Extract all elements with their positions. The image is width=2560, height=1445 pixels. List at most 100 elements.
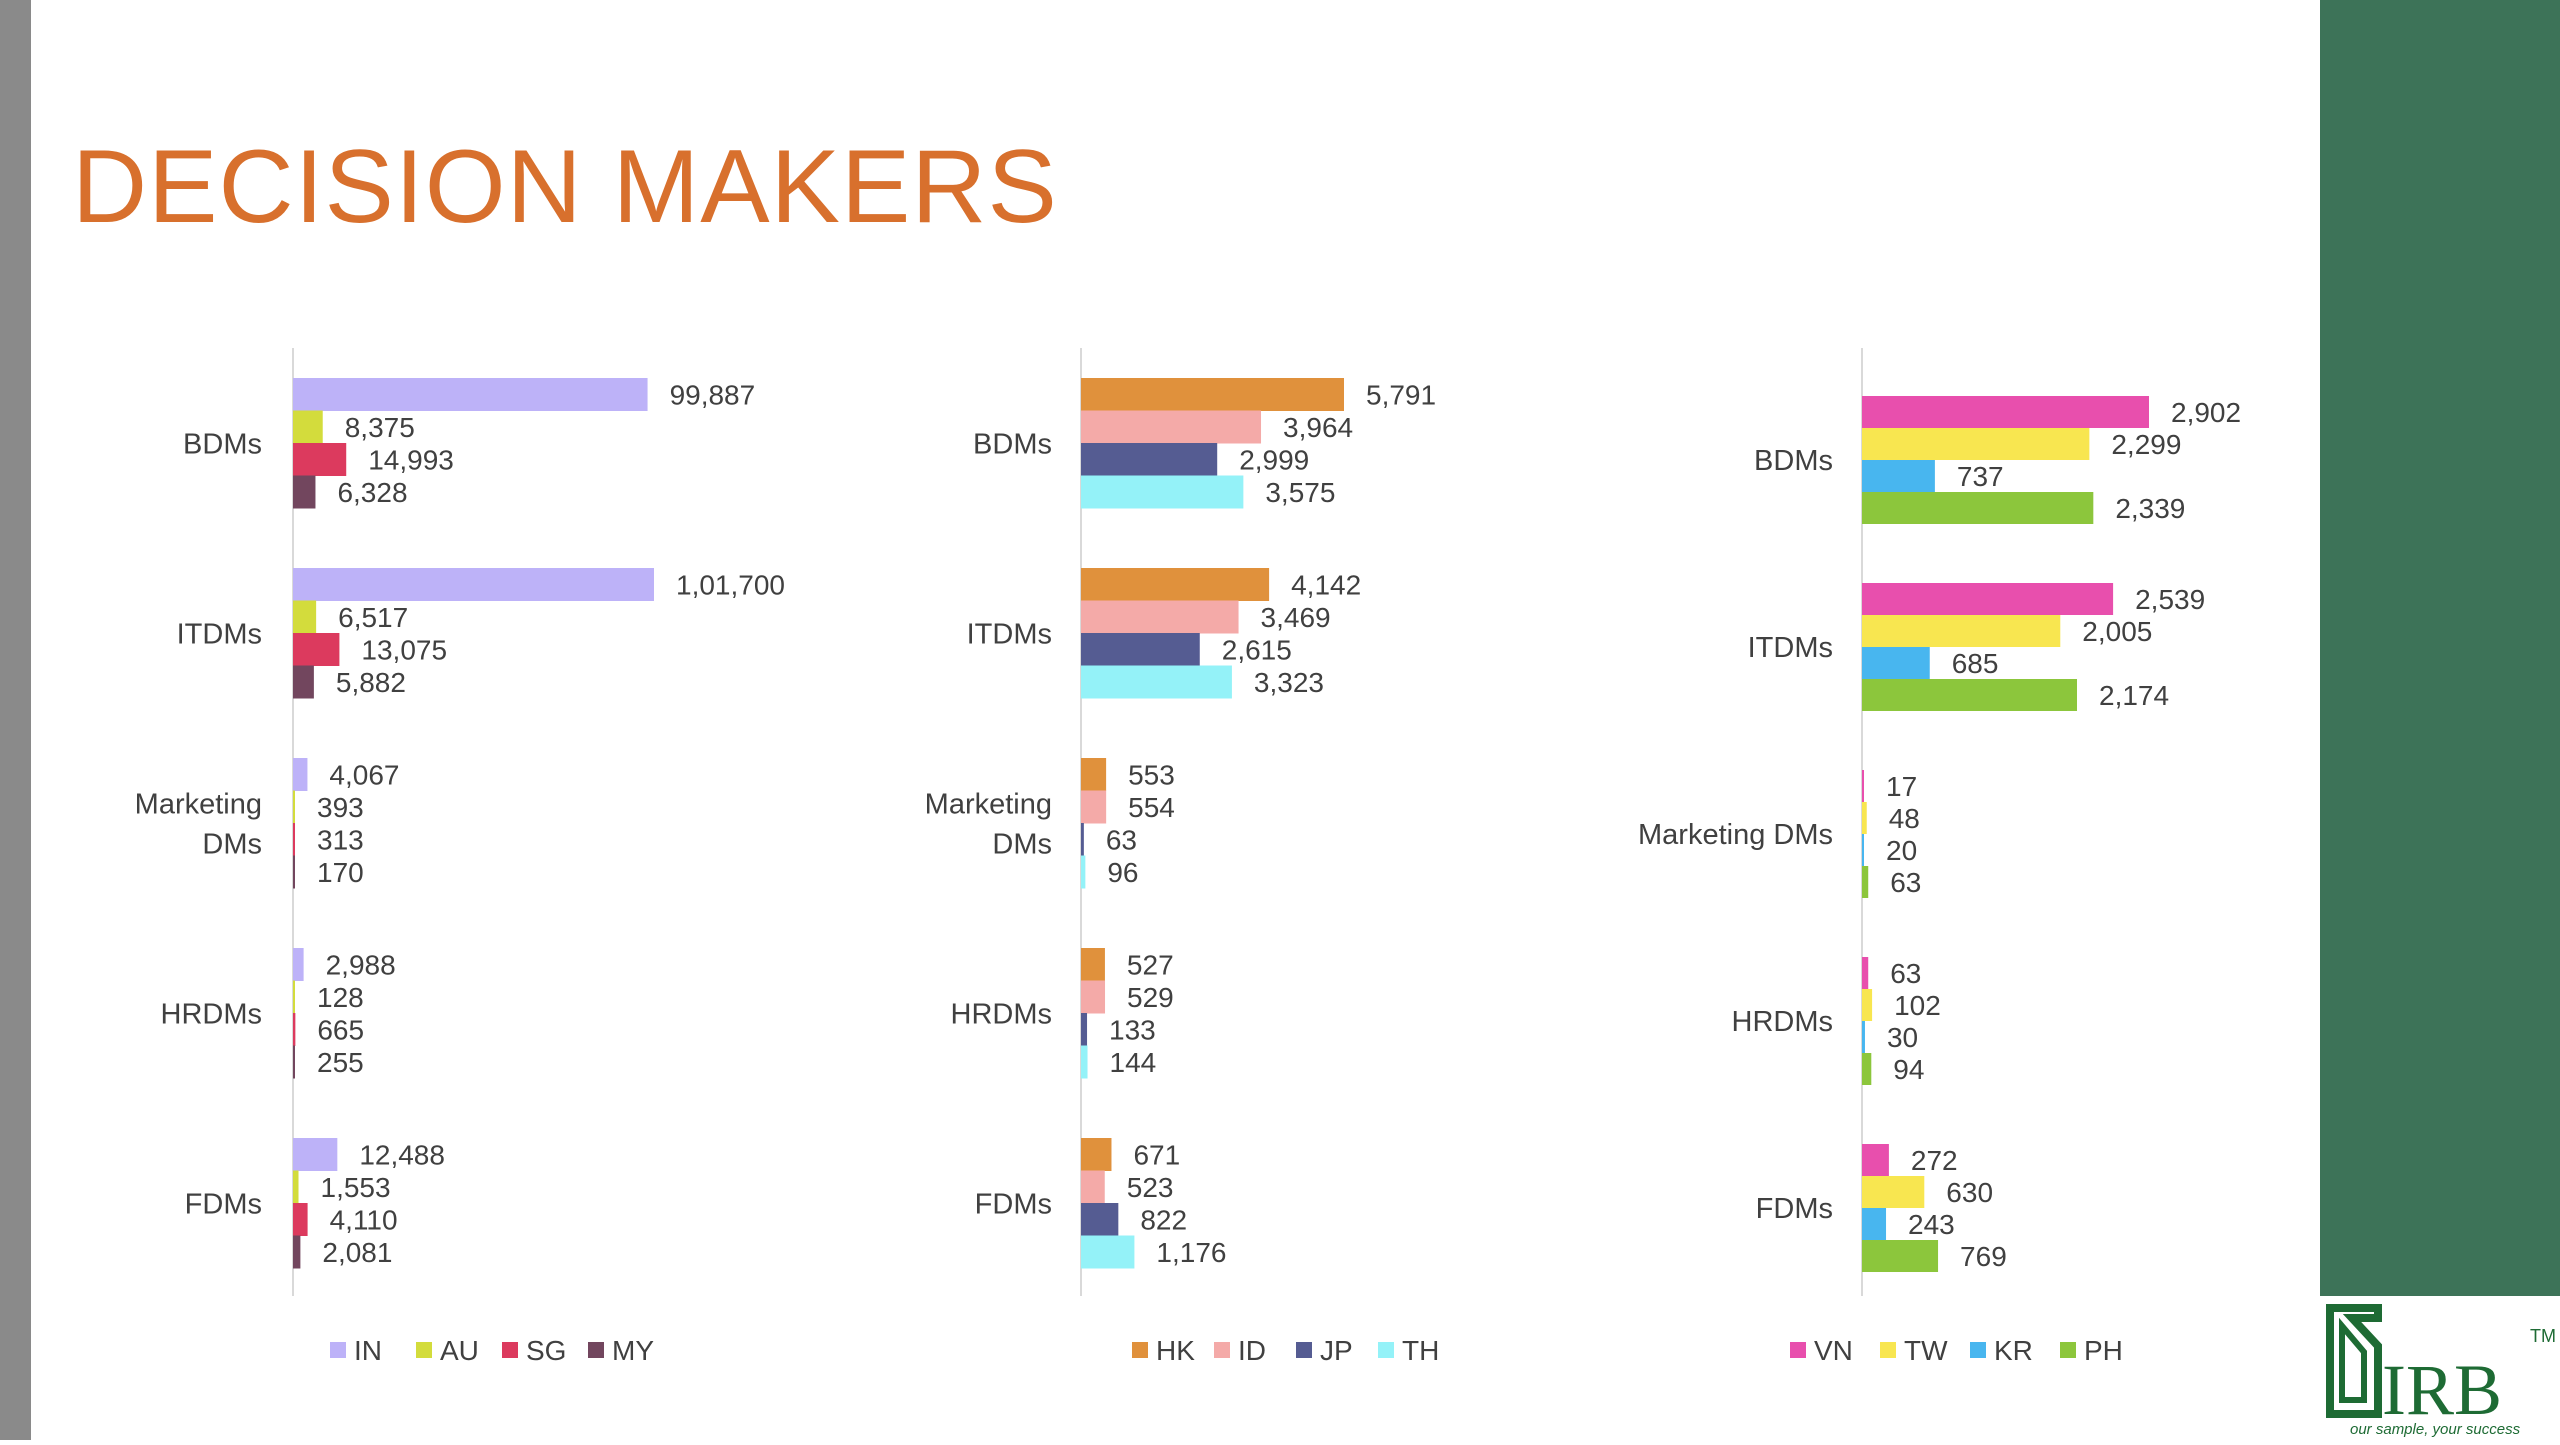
chart-1-category-label: FDMs — [185, 1188, 262, 1220]
chart-3-data-label: 30 — [1887, 1022, 1918, 1053]
chart-2-data-label: 3,575 — [1265, 477, 1335, 508]
chart-2-data-label: 4,142 — [1291, 570, 1361, 601]
chart-1-bar — [293, 633, 340, 666]
chart-2-bar — [1081, 633, 1200, 666]
chart-2-category-label: HRDMs — [951, 998, 1053, 1030]
chart-1-category-label: ITDMs — [177, 618, 262, 650]
chart-1-data-label: 4,110 — [330, 1205, 398, 1236]
irb-logo-mark-icon: IRB TM our sample, your success — [2326, 1304, 2556, 1438]
chart-3-data-label: 2,902 — [2171, 397, 2241, 428]
chart-3-legend-label: TW — [1904, 1335, 1948, 1366]
chart-3-category-label: BDMs — [1754, 445, 1833, 477]
chart-3-data-label: 48 — [1889, 803, 1920, 834]
chart-2-bar — [1081, 790, 1107, 824]
chart-1-legend-swatch — [502, 1342, 518, 1358]
chart-3-bar — [1862, 1176, 1925, 1208]
chart-1-bar — [293, 758, 308, 791]
chart-3-data-label: 63 — [1890, 867, 1921, 898]
chart-2-bar — [1081, 1045, 1088, 1079]
chart-2-data-label: 96 — [1107, 857, 1138, 888]
chart-3-category-label: Marketing DMs — [1638, 819, 1833, 851]
chart-3-bar — [1862, 1240, 1939, 1272]
chart-3-data-label: 2,539 — [2135, 584, 2205, 615]
chart-3-legend-swatch — [1970, 1342, 1986, 1358]
chart-1-data-label: 8,375 — [345, 412, 415, 443]
chart-1-bar — [293, 855, 295, 889]
chart-2-data-label: 144 — [1110, 1047, 1157, 1078]
chart-3-bar — [1862, 1208, 1887, 1240]
chart-2-bar — [1081, 475, 1244, 509]
chart-2-legend-label: ID — [1238, 1335, 1266, 1366]
chart-2-data-label: 554 — [1128, 792, 1175, 823]
chart-1-data-label: 4,067 — [329, 760, 399, 791]
chart-3-data-label: 2,339 — [2115, 493, 2185, 524]
chart-1-data-label: 393 — [317, 792, 364, 823]
chart-1-data-label: 13,075 — [361, 635, 447, 666]
chart-1-bar — [293, 378, 648, 411]
chart-2-bar — [1081, 758, 1107, 791]
chart-2-bar — [1081, 665, 1232, 699]
chart-1-legend-label: AU — [440, 1335, 479, 1366]
chart-3-bar — [1862, 647, 1930, 679]
chart-1-bar — [293, 475, 316, 509]
chart-3-category-label: FDMs — [1756, 1193, 1833, 1225]
chart-3-legend-swatch — [1790, 1342, 1806, 1358]
chart-2-bar — [1081, 1138, 1112, 1171]
chart-2-bar — [1081, 980, 1106, 1014]
page-title: DECISION MAKERS — [72, 129, 1058, 245]
chart-1-legend-swatch — [330, 1342, 346, 1358]
chart-1-data-label: 128 — [317, 982, 364, 1013]
chart-1-data-label: 255 — [317, 1047, 364, 1078]
chart-1-legend-label: SG — [526, 1335, 566, 1366]
chart-1-legend-swatch — [416, 1342, 432, 1358]
chart-2-category-label: BDMs — [973, 428, 1052, 460]
chart-1-bar — [293, 1138, 338, 1171]
chart-2-data-label: 2,615 — [1222, 635, 1292, 666]
logo-tagline: our sample, your success — [2350, 1421, 2521, 1438]
chart-1-bar — [293, 443, 347, 476]
chart-2-data-label: 133 — [1109, 1015, 1156, 1046]
chart-2-legend-swatch — [1378, 1342, 1394, 1358]
chart-3-data-label: 2,174 — [2099, 680, 2169, 711]
chart-2-bar — [1081, 823, 1084, 856]
chart-2-data-label: 822 — [1140, 1205, 1187, 1236]
chart-1-bar — [293, 1170, 299, 1204]
chart-3-category-label: HRDMs — [1732, 1006, 1834, 1038]
chart-2-legend-swatch — [1296, 1342, 1312, 1358]
chart-1-data-label: 313 — [317, 825, 364, 856]
chart-3-bar — [1862, 770, 1864, 802]
chart-1-bar — [293, 600, 317, 634]
chart-3-legend-swatch — [1880, 1342, 1896, 1358]
chart-3-data-label: 2,005 — [2082, 616, 2152, 647]
chart-3-data-label: 272 — [1911, 1145, 1958, 1176]
chart-3-data-label: 20 — [1886, 835, 1917, 866]
chart-1-bar — [293, 823, 295, 856]
chart-2-data-label: 3,469 — [1261, 602, 1331, 633]
chart-2-data-label: 3,323 — [1254, 667, 1324, 698]
chart-3-legend-swatch — [2060, 1342, 2076, 1358]
chart-1-data-label: 5,882 — [336, 667, 406, 698]
chart-2-legend-label: HK — [1156, 1335, 1195, 1366]
chart-1-data-label: 14,993 — [368, 445, 454, 476]
chart-2-category-label: FDMs — [975, 1188, 1052, 1220]
chart-1-data-label: 170 — [317, 857, 364, 888]
chart-3-bar — [1862, 957, 1869, 989]
chart-3-bar — [1862, 866, 1869, 898]
chart-2-bar — [1081, 410, 1262, 444]
chart-2-bar — [1081, 855, 1086, 889]
chart-2-category-label: ITDMs — [967, 618, 1052, 650]
chart-3-bar — [1862, 396, 2149, 428]
chart-3-bar — [1862, 679, 2078, 711]
chart-1-category-label: HRDMs — [161, 998, 263, 1030]
chart-1-legend-swatch — [588, 1342, 604, 1358]
chart-2-legend-swatch — [1132, 1342, 1148, 1358]
chart-1-data-label: 2,988 — [326, 950, 396, 981]
chart-3-data-label: 17 — [1886, 771, 1917, 802]
chart-3-bar — [1862, 583, 2114, 615]
chart-2-data-label: 63 — [1106, 825, 1137, 856]
chart-2-data-label: 1,176 — [1156, 1237, 1226, 1268]
chart-3-bar — [1862, 428, 2090, 460]
chart-1-data-label: 2,081 — [322, 1237, 392, 1268]
chart-3-data-label: 737 — [1957, 461, 2004, 492]
chart-1-bar — [293, 980, 295, 1014]
